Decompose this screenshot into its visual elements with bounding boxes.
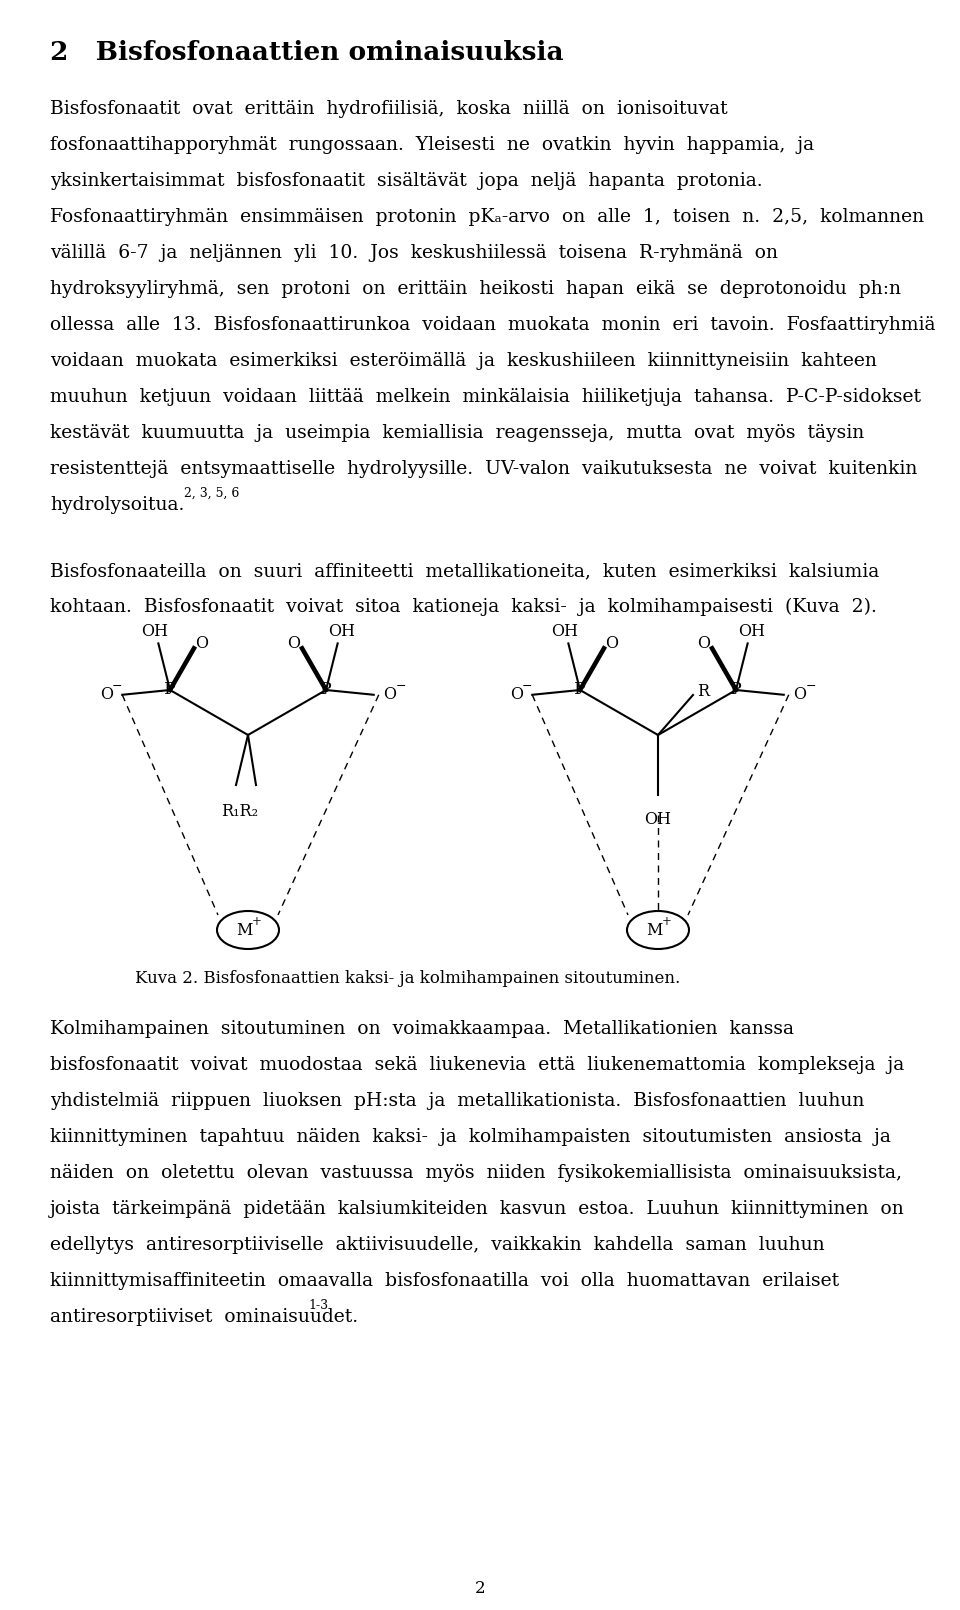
Text: yksinkertaisimmat  bisfosfonaatit  sisältävät  jopa  neljä  hapanta  protonia.: yksinkertaisimmat bisfosfonaatit sisältä… — [50, 172, 762, 190]
Text: kiinnittyminen  tapahtuu  näiden  kaksi-  ja  kolmihampaisten  sitoutumisten  an: kiinnittyminen tapahtuu näiden kaksi- ja… — [50, 1129, 891, 1146]
Text: OH: OH — [328, 623, 355, 639]
Text: joista  tärkeimpänä  pidetään  kalsiumkiteiden  kasvun  estoa.  Luuhun  kiinnitt: joista tärkeimpänä pidetään kalsiumkitei… — [50, 1199, 904, 1219]
Text: Fosfonaattiryhmän  ensimmäisen  protonin  pKₐ-arvo  on  alle  1,  toisen  n.  2,: Fosfonaattiryhmän ensimmäisen protonin p… — [50, 208, 924, 225]
Text: fosfonaattihapporyhmät  rungossaan.  Yleisesti  ne  ovatkin  hyvin  happamia,  j: fosfonaattihapporyhmät rungossaan. Yleis… — [50, 135, 814, 155]
Text: Kuva 2. Bisfosfonaattien kaksi- ja kolmihampainen sitoutuminen.: Kuva 2. Bisfosfonaattien kaksi- ja kolmi… — [135, 969, 681, 987]
Text: O: O — [606, 634, 618, 652]
Text: −: − — [805, 681, 816, 694]
Text: +: + — [252, 914, 262, 927]
Text: ollessa  alle  13.  Bisfosfonaattirunkoa  voidaan  muokata  monin  eri  tavoin. : ollessa alle 13. Bisfosfonaattirunkoa vo… — [50, 316, 935, 333]
Text: M: M — [646, 921, 662, 939]
Text: +: + — [662, 914, 672, 927]
Text: P: P — [574, 681, 586, 699]
Text: OH: OH — [551, 623, 578, 639]
Text: 2, 3, 5, 6: 2, 3, 5, 6 — [184, 486, 239, 501]
Text: −: − — [112, 681, 123, 694]
Text: hydroksyyliryhmä,  sen  protoni  on  erittäin  heikosti  hapan  eikä  se  deprot: hydroksyyliryhmä, sen protoni on erittäi… — [50, 280, 901, 298]
Text: OH: OH — [141, 623, 168, 639]
Text: antiresorptiiviset  ominaisuudet.: antiresorptiiviset ominaisuudet. — [50, 1307, 358, 1327]
Text: kestävät  kuumuutta  ja  useimpia  kemiallisia  reagensseja,  mutta  ovat  myös : kestävät kuumuutta ja useimpia kemiallis… — [50, 423, 864, 443]
Text: välillä  6-7  ja  neljännen  yli  10.  Jos  keskushiilessä  toisena  R-ryhmänä  : välillä 6-7 ja neljännen yli 10. Jos kes… — [50, 245, 778, 262]
Text: voidaan  muokata  esimerkiksi  esteröimällä  ja  keskushiileen  kiinnittyneisiin: voidaan muokata esimerkiksi esteröimällä… — [50, 353, 876, 370]
Text: muuhun  ketjuun  voidaan  liittää  melkein  minkälaisia  hiiliketjuja  tahansa. : muuhun ketjuun voidaan liittää melkein m… — [50, 388, 921, 406]
Text: Kolmihampainen  sitoutuminen  on  voimakkaampaa.  Metallikationien  kanssa: Kolmihampainen sitoutuminen on voimakkaa… — [50, 1021, 794, 1038]
Text: Bisfosfonaateilla  on  suuri  affiniteetti  metallikationeita,  kuten  esimerkik: Bisfosfonaateilla on suuri affiniteetti … — [50, 562, 879, 580]
Text: 2   Bisfosfonaattien ominaisuuksia: 2 Bisfosfonaattien ominaisuuksia — [50, 40, 564, 64]
Text: 2: 2 — [474, 1579, 486, 1597]
Text: O: O — [383, 686, 396, 704]
Text: kiinnittymisaffiniteetin  omaavalla  bisfosfonaatilla  voi  olla  huomattavan  e: kiinnittymisaffiniteetin omaavalla bisfo… — [50, 1272, 839, 1290]
Text: M: M — [236, 921, 252, 939]
Text: OH: OH — [644, 811, 671, 828]
Text: R: R — [697, 684, 709, 700]
Text: 1-3: 1-3 — [308, 1299, 328, 1312]
Text: Bisfosfonaatit  ovat  erittäin  hydrofiilisiä,  koska  niillä  on  ionisoituvat: Bisfosfonaatit ovat erittäin hydrofiilis… — [50, 100, 728, 118]
Text: O: O — [698, 634, 710, 652]
Text: hydrolysoitua.: hydrolysoitua. — [50, 496, 184, 514]
Text: resistenttejä  entsymaattiselle  hydrolyysille.  UV-valon  vaikutuksesta  ne  vo: resistenttejä entsymaattiselle hydrolyys… — [50, 460, 918, 478]
Text: −: − — [396, 681, 406, 694]
Text: O: O — [793, 686, 806, 704]
Text: yhdistelmiä  riippuen  liuoksen  pH:sta  ja  metallikationista.  Bisfosfonaattie: yhdistelmiä riippuen liuoksen pH:sta ja … — [50, 1092, 864, 1109]
Text: O: O — [288, 634, 300, 652]
Text: OH: OH — [738, 623, 765, 639]
Text: O: O — [196, 634, 208, 652]
Text: bisfosfonaatit  voivat  muodostaa  sekä  liukenevia  että  liukenemattomia  komp: bisfosfonaatit voivat muodostaa sekä liu… — [50, 1056, 904, 1074]
Text: O: O — [510, 686, 523, 704]
Text: R₁R₂: R₁R₂ — [222, 803, 258, 819]
Text: −: − — [522, 681, 533, 694]
Text: P: P — [320, 681, 332, 699]
Text: edellytys  antiresorptiiviselle  aktiivisuudelle,  vaikkakin  kahdella  saman  l: edellytys antiresorptiiviselle aktiivisu… — [50, 1236, 825, 1254]
Text: kohtaan.  Bisfosfonaatit  voivat  sitoa  kationeja  kaksi-  ja  kolmihampaisesti: kohtaan. Bisfosfonaatit voivat sitoa kat… — [50, 597, 876, 617]
Text: P: P — [164, 681, 176, 699]
Text: näiden  on  oletettu  olevan  vastuussa  myös  niiden  fysikokemiallisista  omin: näiden on oletettu olevan vastuussa myös… — [50, 1164, 902, 1182]
Text: P: P — [731, 681, 742, 699]
Text: O: O — [100, 686, 112, 704]
